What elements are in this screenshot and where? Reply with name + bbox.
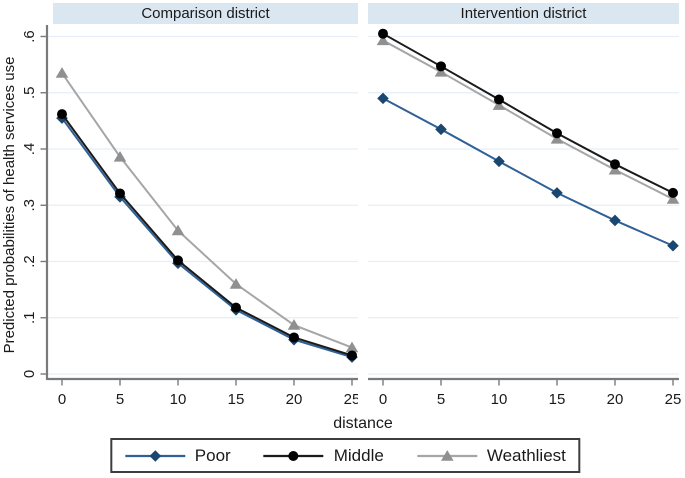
series-marker-poor	[493, 155, 505, 168]
x-tick-label: 5	[116, 391, 124, 408]
y-tick-label: .1	[24, 311, 38, 324]
middle-line-marker-icon	[263, 450, 324, 461]
series-marker-middle	[289, 332, 299, 343]
x-tick-label: 0	[379, 391, 387, 408]
x-tick-label: 10	[491, 391, 508, 408]
series-marker-middle	[610, 159, 620, 170]
y-tick-label: .3	[24, 199, 38, 212]
series-marker-weathliest	[492, 99, 506, 110]
series-marker-weathliest	[666, 193, 680, 204]
x-tick-label: 25	[344, 391, 358, 408]
legend-item-middle: Middle	[263, 446, 384, 466]
y-tick-label: .2	[24, 255, 38, 268]
y-tick-label: .6	[24, 30, 38, 43]
series-marker-weathliest	[171, 224, 185, 236]
x-tick-label: 0	[58, 391, 66, 408]
y-axis-title: Predicted probabilities of health servic…	[1, 56, 18, 354]
y-tick-label: 0	[24, 370, 38, 378]
series-marker-middle	[668, 187, 678, 198]
legend-marker	[440, 449, 454, 461]
series-marker-weathliest	[376, 34, 390, 46]
series-marker-weathliest	[287, 319, 301, 330]
x-tick-label: 25	[665, 391, 682, 408]
series-marker-weathliest	[55, 67, 69, 78]
x-axis-title: distance	[333, 415, 393, 432]
series-line-middle	[61, 113, 353, 357]
x-tick-label: 15	[549, 391, 566, 408]
series-marker-weathliest	[608, 163, 622, 175]
series-marker-poor	[609, 214, 621, 227]
legend-item-poor: Poor	[124, 446, 231, 466]
panel-title-comparison: Comparison district	[53, 3, 358, 24]
x-tick-label: 5	[437, 391, 445, 408]
series-marker-poor	[551, 187, 563, 199]
legend-label-wealthiest: Weathliest	[486, 445, 566, 465]
legend-label-middle: Middle	[333, 445, 384, 465]
x-tick-label: 20	[286, 391, 303, 408]
series-marker-middle	[494, 94, 504, 105]
y-tick-label: .4	[24, 143, 38, 156]
panel-title-intervention: Intervention district	[368, 3, 679, 24]
legend-marker	[149, 449, 161, 462]
x-tick-label: 15	[228, 391, 245, 408]
series-line-weathliest	[61, 72, 353, 349]
series-marker-weathliest	[345, 341, 358, 353]
y-tick-label: .5	[24, 86, 38, 99]
series-marker-middle	[231, 302, 241, 313]
series-marker-poor	[377, 92, 389, 105]
comparison-plot: 0 5 10 15 20 25 0 .1 .2 .3 .4 .5 .6	[24, 25, 358, 408]
legend-label-poor: Poor	[194, 445, 231, 465]
series-line-weathliest	[382, 39, 674, 200]
series-marker-weathliest	[550, 132, 564, 144]
series-marker-middle	[378, 28, 388, 39]
series-marker-middle	[115, 188, 125, 199]
series-line-poor	[382, 97, 674, 247]
x-tick-label: 10	[170, 391, 187, 408]
legend: Poor Middle Weathliest	[109, 438, 580, 473]
series-marker-middle	[57, 109, 67, 120]
x-tick-label: 20	[607, 391, 624, 408]
series-marker-weathliest	[229, 278, 243, 289]
legend-item-wealthiest: Weathliest	[416, 446, 566, 466]
legend-marker	[288, 450, 299, 461]
series-marker-poor	[435, 123, 447, 136]
series-marker-middle	[552, 128, 562, 139]
series-marker-middle	[347, 350, 357, 361]
wealthiest-line-marker-icon	[416, 449, 477, 461]
series-marker-weathliest	[113, 150, 127, 162]
series-line-middle	[382, 32, 674, 194]
series-marker-middle	[436, 61, 446, 72]
series-marker-middle	[173, 255, 183, 266]
series-marker-weathliest	[434, 66, 448, 77]
series-line-poor	[61, 117, 353, 359]
series-marker-poor	[667, 239, 679, 252]
intervention-plot: 0 5 10 15 20 25	[368, 28, 682, 408]
poor-line-marker-icon	[124, 449, 185, 462]
